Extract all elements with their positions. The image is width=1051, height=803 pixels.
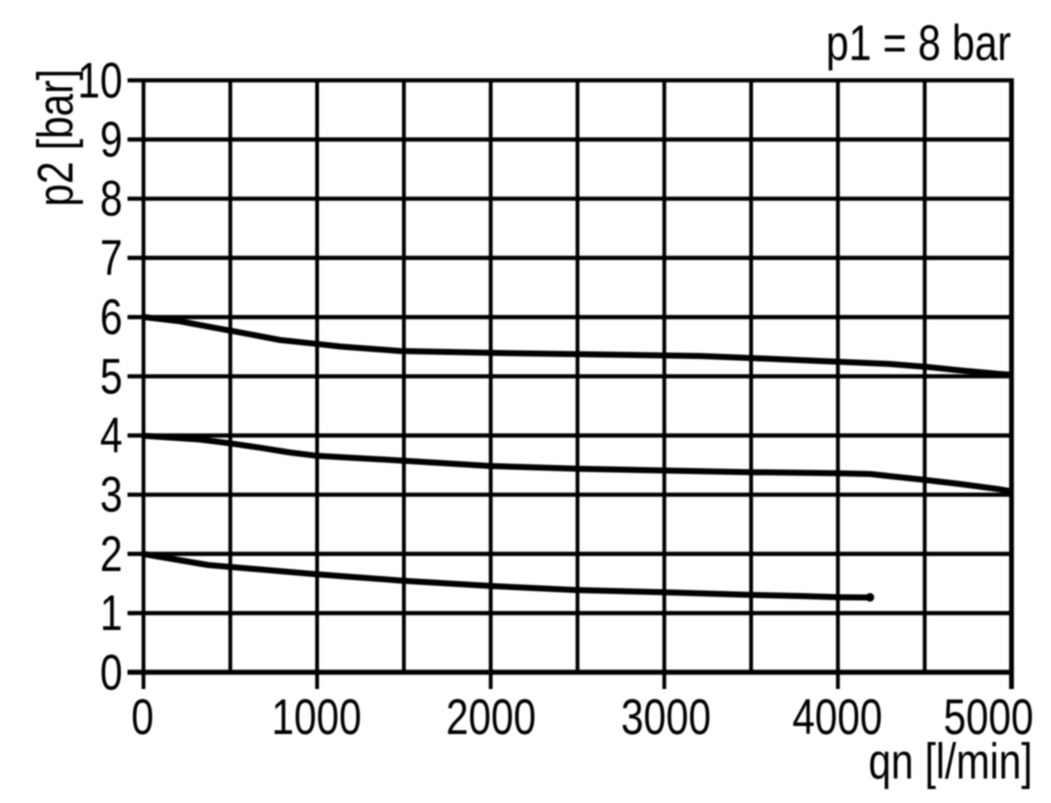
svg-text:0: 0 <box>100 644 123 700</box>
svg-text:5000: 5000 <box>944 689 1034 745</box>
svg-text:p2 [bar]: p2 [bar] <box>28 69 84 207</box>
svg-text:1000: 1000 <box>272 689 362 745</box>
svg-text:7: 7 <box>100 230 123 286</box>
svg-text:2: 2 <box>100 526 123 582</box>
svg-text:p1 = 8 bar: p1 = 8 bar <box>826 15 1011 71</box>
svg-text:3000: 3000 <box>621 689 711 745</box>
svg-text:4000: 4000 <box>792 689 882 745</box>
svg-text:6: 6 <box>100 289 123 345</box>
svg-text:10: 10 <box>78 52 123 108</box>
svg-text:9: 9 <box>100 112 123 168</box>
svg-text:2000: 2000 <box>446 689 536 745</box>
svg-text:4: 4 <box>100 408 123 464</box>
svg-text:5: 5 <box>100 348 123 404</box>
svg-text:qn [l/min]: qn [l/min] <box>869 733 1033 789</box>
svg-text:3: 3 <box>100 467 123 523</box>
svg-text:8: 8 <box>100 171 123 227</box>
svg-text:1: 1 <box>100 585 123 641</box>
svg-text:0: 0 <box>131 689 154 745</box>
